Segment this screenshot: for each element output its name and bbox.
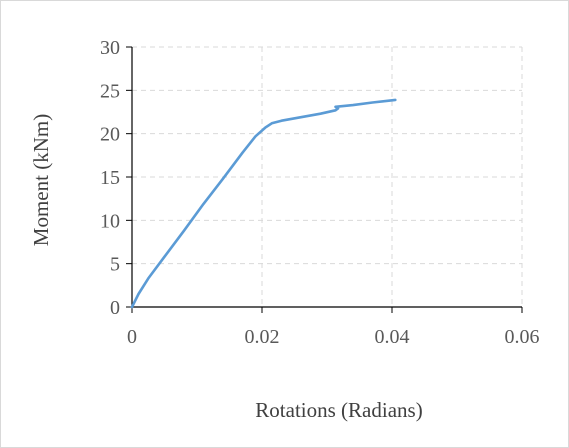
- x-tick-label: 0.06: [505, 326, 540, 348]
- y-axis-label: Moment (kNm): [29, 114, 53, 246]
- x-tick-labels: 0 0.02 0.04 0.06: [127, 326, 540, 348]
- x-tick-label: 0: [127, 326, 137, 348]
- y-tick-label: 25: [100, 80, 120, 102]
- y-tick-label: 10: [100, 210, 120, 232]
- series-line: [130, 98, 397, 309]
- y-tick-label: 5: [110, 254, 120, 276]
- y-tick-labels: 0 5 10 15 20 25 30: [100, 37, 120, 319]
- y-tick-label: 30: [100, 37, 120, 59]
- x-tick-label: 0.04: [375, 326, 410, 348]
- grid-lines: [132, 46, 523, 307]
- y-tick-label: 20: [100, 124, 120, 146]
- y-tick-label: 0: [110, 297, 120, 319]
- series-group: [130, 98, 397, 309]
- x-tick-label: 0.02: [245, 326, 280, 348]
- y-tick-label: 15: [100, 167, 120, 189]
- axes: [126, 46, 523, 313]
- x-axis-label: Rotations (Radians): [255, 398, 422, 422]
